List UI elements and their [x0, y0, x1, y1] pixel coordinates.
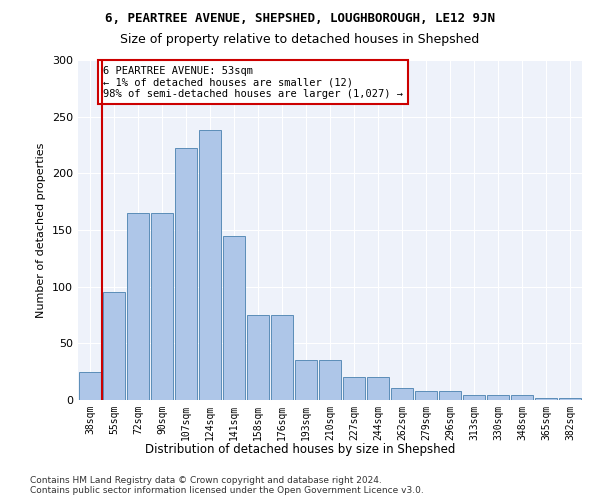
Bar: [511, 396, 533, 400]
Text: Distribution of detached houses by size in Shepshed: Distribution of detached houses by size …: [145, 442, 455, 456]
Bar: [319, 360, 341, 400]
Bar: [247, 315, 269, 400]
Y-axis label: Number of detached properties: Number of detached properties: [37, 142, 46, 318]
Bar: [223, 236, 245, 400]
Bar: [151, 213, 173, 400]
Bar: [439, 391, 461, 400]
Bar: [391, 388, 413, 400]
Bar: [175, 148, 197, 400]
Bar: [103, 292, 125, 400]
Bar: [535, 398, 557, 400]
Bar: [79, 372, 101, 400]
Bar: [487, 396, 509, 400]
Bar: [127, 213, 149, 400]
Bar: [463, 396, 485, 400]
Text: 6, PEARTREE AVENUE, SHEPSHED, LOUGHBOROUGH, LE12 9JN: 6, PEARTREE AVENUE, SHEPSHED, LOUGHBOROU…: [105, 12, 495, 26]
Text: Size of property relative to detached houses in Shepshed: Size of property relative to detached ho…: [121, 32, 479, 46]
Bar: [367, 378, 389, 400]
Bar: [343, 378, 365, 400]
Bar: [199, 130, 221, 400]
Bar: [271, 315, 293, 400]
Bar: [295, 360, 317, 400]
Text: 6 PEARTREE AVENUE: 53sqm
← 1% of detached houses are smaller (12)
98% of semi-de: 6 PEARTREE AVENUE: 53sqm ← 1% of detache…: [103, 66, 403, 99]
Text: Contains HM Land Registry data © Crown copyright and database right 2024.
Contai: Contains HM Land Registry data © Crown c…: [30, 476, 424, 495]
Bar: [559, 398, 581, 400]
Bar: [415, 391, 437, 400]
